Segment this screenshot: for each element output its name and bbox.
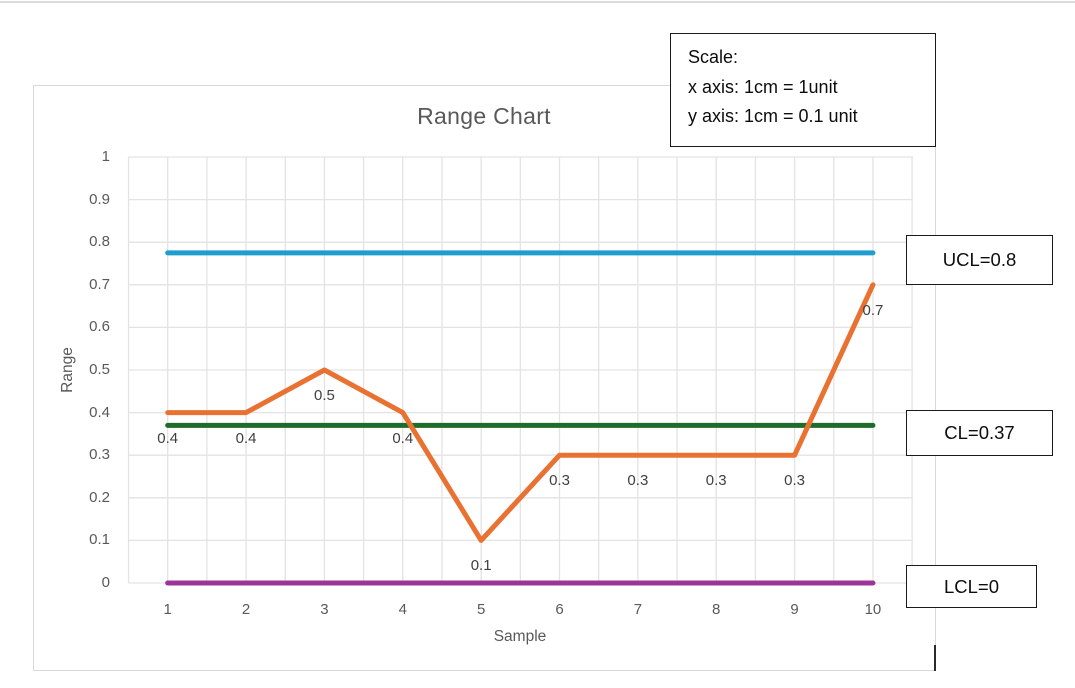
x-tick-label: 8 bbox=[712, 601, 721, 618]
cl-label: CL=0.37 bbox=[944, 422, 1015, 443]
y-tick-label: 0 bbox=[101, 574, 110, 591]
x-tick-label: 9 bbox=[790, 601, 799, 618]
data-point-label: 0.1 bbox=[470, 557, 492, 575]
data-point-label: 0.5 bbox=[313, 387, 335, 404]
scale-note-textbox[interactable]: Scale: x axis: 1cm = 1unit y axis: 1cm =… bbox=[670, 33, 936, 147]
data-point-label: 0.3 bbox=[549, 472, 570, 490]
data-point-label: 0.3 bbox=[627, 472, 649, 490]
y-tick-label: 0.8 bbox=[89, 233, 110, 251]
data-point-label: 0.3 bbox=[705, 472, 727, 490]
x-axis-title: Sample bbox=[493, 628, 547, 645]
page-top-border bbox=[0, 1, 1075, 3]
x-tick-label: 6 bbox=[555, 601, 564, 618]
lcl-label: LCL=0 bbox=[943, 575, 1000, 597]
data-point-label: 0.4 bbox=[392, 429, 414, 447]
lcl-label-textbox[interactable]: LCL=0 bbox=[906, 565, 1037, 608]
y-tick-label: 0.2 bbox=[89, 488, 110, 506]
ucl-label: UCL=0.8 bbox=[942, 249, 1017, 270]
data-point-label: 0.4 bbox=[157, 429, 179, 447]
chart-card[interactable] bbox=[33, 85, 936, 671]
data-point-label: 0.3 bbox=[784, 472, 806, 490]
x-tick-label: 5 bbox=[476, 601, 486, 618]
scale-note-line1: Scale: bbox=[688, 47, 739, 67]
x-tick-label: 4 bbox=[398, 601, 407, 618]
cursor-caret-mark bbox=[934, 645, 936, 671]
y-tick-label: 0.3 bbox=[89, 446, 110, 464]
x-tick-label: 3 bbox=[320, 601, 329, 618]
x-tick-label: 1 bbox=[163, 601, 172, 618]
y-tick-label: 0.6 bbox=[89, 318, 110, 336]
y-tick-label: 1 bbox=[101, 148, 110, 165]
data-point-label: 0.4 bbox=[235, 429, 257, 447]
cl-label-textbox[interactable]: CL=0.37 bbox=[906, 410, 1053, 456]
data-point-label: 0.7 bbox=[862, 301, 884, 319]
scale-note-line3: y axis: 1cm = 0.1 unit bbox=[688, 106, 858, 126]
y-tick-label: 0.4 bbox=[89, 403, 110, 421]
y-tick-label: 0.5 bbox=[89, 361, 110, 378]
x-tick-label: 7 bbox=[633, 601, 643, 618]
ucl-label-textbox[interactable]: UCL=0.8 bbox=[906, 235, 1053, 285]
y-tick-label: 0.1 bbox=[89, 531, 110, 549]
x-tick-label: 10 bbox=[864, 601, 882, 618]
scale-note-line2: x axis: 1cm = 1unit bbox=[688, 76, 838, 97]
y-tick-label: 0.9 bbox=[89, 190, 110, 208]
x-tick-label: 2 bbox=[241, 601, 251, 618]
chart-title: Range Chart bbox=[417, 103, 551, 129]
y-axis-title: Range bbox=[59, 347, 76, 393]
y-tick-label: 0.7 bbox=[89, 275, 110, 293]
